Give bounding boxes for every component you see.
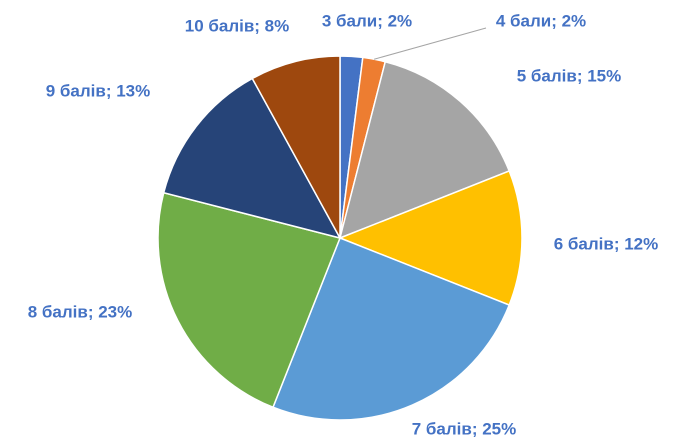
data-label: 10 балів; 8%	[185, 16, 290, 35]
data-label: 9 балів; 13%	[46, 81, 151, 100]
data-label: 7 балів; 25%	[412, 419, 517, 438]
pie-slice	[251, 55, 341, 239]
leader-line	[373, 27, 487, 60]
pie-slice	[272, 237, 511, 421]
data-label: 5 балів; 15%	[517, 66, 622, 85]
pie-slice	[337, 170, 523, 306]
data-label: 3 бали; 2%	[322, 11, 412, 30]
pie-slice	[157, 191, 342, 409]
pie-slice	[338, 60, 511, 240]
data-label: 8 балів; 23%	[28, 302, 133, 321]
data-label: 6 балів; 12%	[554, 234, 659, 253]
data-label: 4 бали; 2%	[496, 11, 586, 30]
pie-slice	[162, 77, 342, 240]
